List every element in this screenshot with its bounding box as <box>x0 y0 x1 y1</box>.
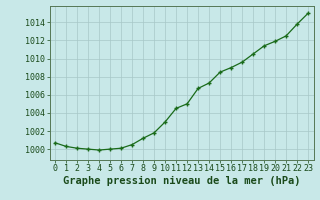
X-axis label: Graphe pression niveau de la mer (hPa): Graphe pression niveau de la mer (hPa) <box>63 176 300 186</box>
